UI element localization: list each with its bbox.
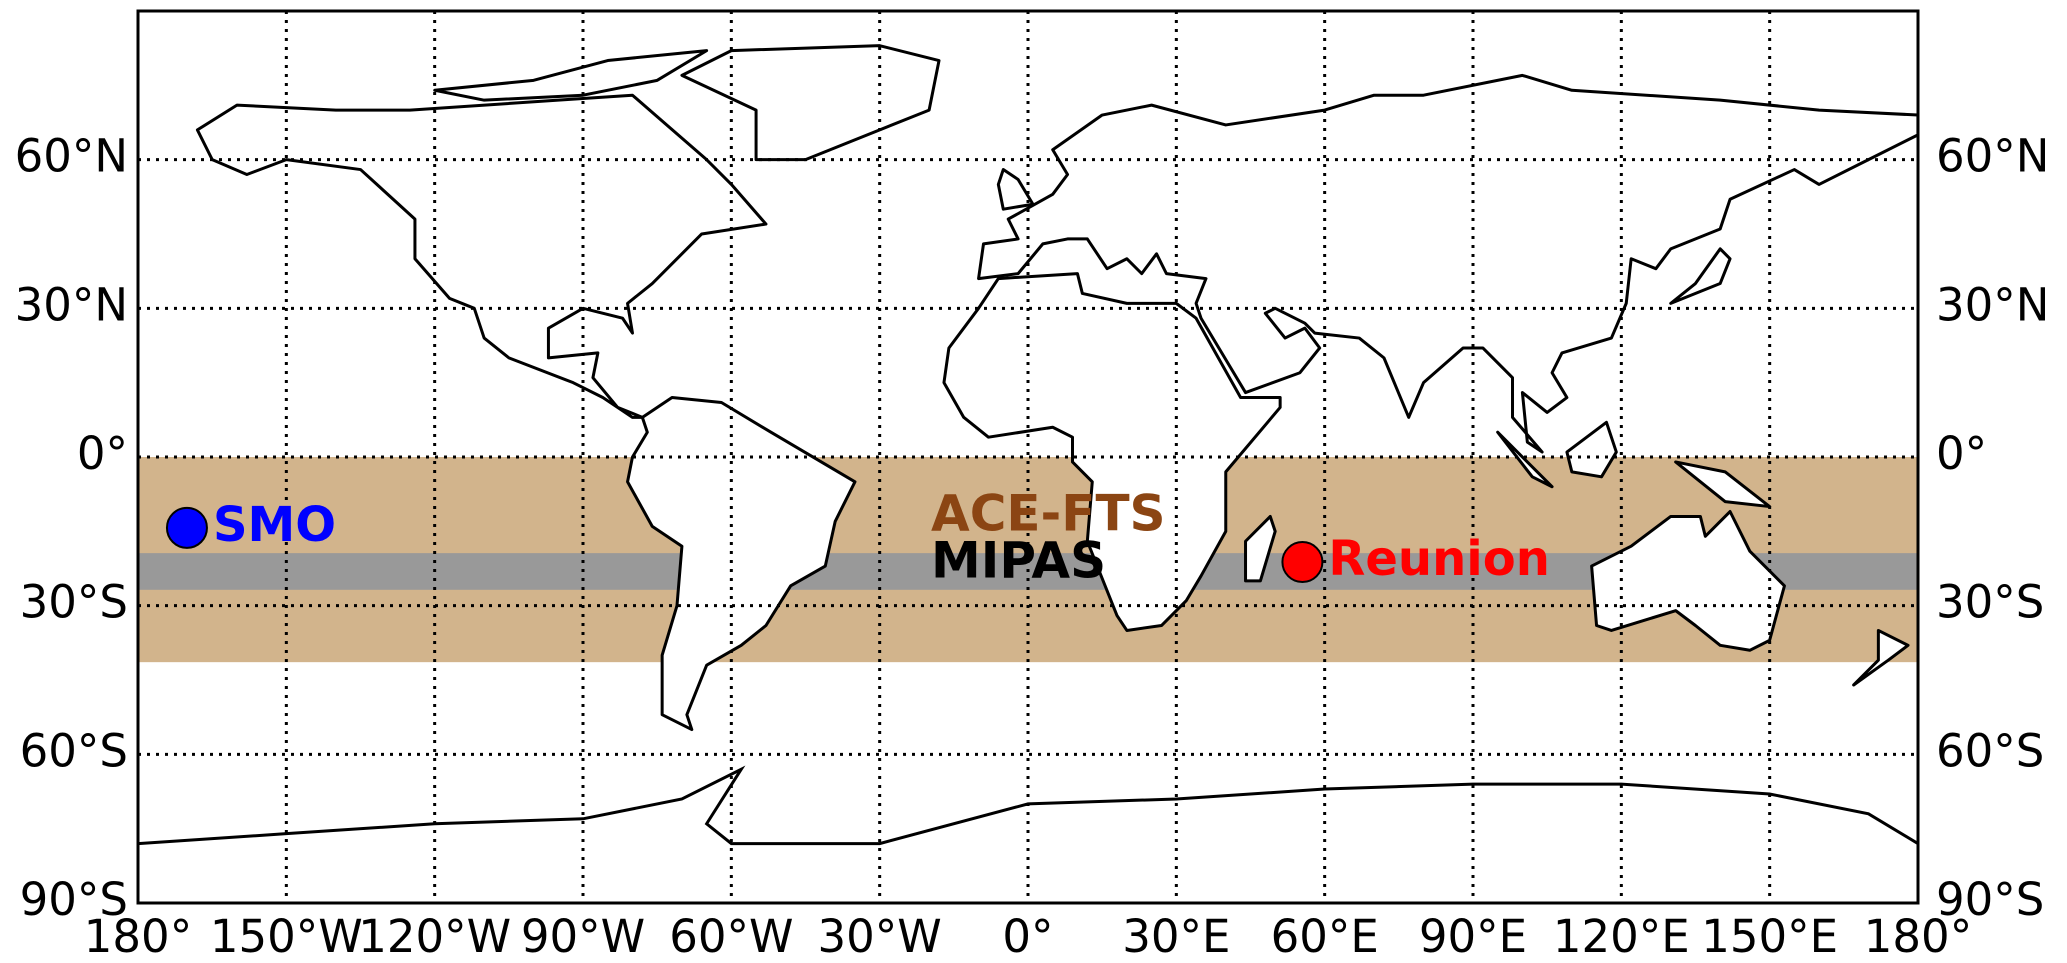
australia bbox=[1592, 512, 1785, 651]
greenland bbox=[682, 46, 939, 160]
map-frame bbox=[136, 9, 1920, 905]
x-tick-label: 90°W bbox=[521, 910, 645, 963]
x-tick-label: 180° bbox=[84, 910, 192, 963]
britain bbox=[998, 170, 1033, 210]
madagascar bbox=[1246, 516, 1276, 580]
x-tick-label: 150°E bbox=[1701, 910, 1838, 963]
y-tick-label-right: 60°N bbox=[1936, 130, 2049, 183]
y-tick-label: 60°S bbox=[20, 724, 128, 777]
band-label: MIPAS bbox=[931, 532, 1106, 590]
y-tick-label-right: 90°S bbox=[1936, 873, 2044, 926]
band-label: ACE-FTS bbox=[931, 485, 1166, 543]
x-tick-label: 60°E bbox=[1271, 910, 1379, 963]
coastlines bbox=[138, 46, 1918, 844]
x-tick-label: 120°W bbox=[358, 910, 511, 963]
x-tick-label: 0° bbox=[1002, 910, 1053, 963]
x-tick-label: 180° bbox=[1864, 910, 1972, 963]
new-zealand bbox=[1854, 630, 1908, 685]
x-tick-label: 120°E bbox=[1553, 910, 1690, 963]
x-tick-label: 60°W bbox=[669, 910, 793, 963]
x-tick-label: 150°W bbox=[210, 910, 363, 963]
y-tick-label-right: 0° bbox=[1936, 427, 1987, 480]
sumatra bbox=[1498, 432, 1552, 487]
x-tick-label: 30°E bbox=[1122, 910, 1230, 963]
antarctica bbox=[138, 769, 1918, 843]
x-tick-label: 30°W bbox=[818, 910, 942, 963]
y-tick-label: 90°S bbox=[20, 873, 128, 926]
station-marker bbox=[165, 506, 208, 549]
y-tick-label: 60°N bbox=[15, 130, 128, 183]
y-tick-label-right: 30°N bbox=[1936, 278, 2049, 331]
north-america bbox=[197, 95, 766, 417]
x-tick-label: 90°E bbox=[1419, 910, 1527, 963]
y-tick-label: 30°S bbox=[20, 576, 128, 629]
y-tick-label-right: 60°S bbox=[1936, 724, 2044, 777]
station-label: SMO bbox=[213, 497, 336, 553]
borneo bbox=[1567, 422, 1616, 477]
station-label: Reunion bbox=[1328, 531, 1549, 587]
y-tick-label: 30°N bbox=[15, 278, 128, 331]
japan bbox=[1671, 249, 1730, 304]
station-marker bbox=[1281, 541, 1324, 584]
y-tick-label: 0° bbox=[77, 427, 128, 480]
south-america bbox=[628, 398, 855, 730]
y-tick-label-right: 30°S bbox=[1936, 576, 2044, 629]
eurasia bbox=[979, 75, 1918, 452]
arctic-islands bbox=[435, 51, 707, 101]
